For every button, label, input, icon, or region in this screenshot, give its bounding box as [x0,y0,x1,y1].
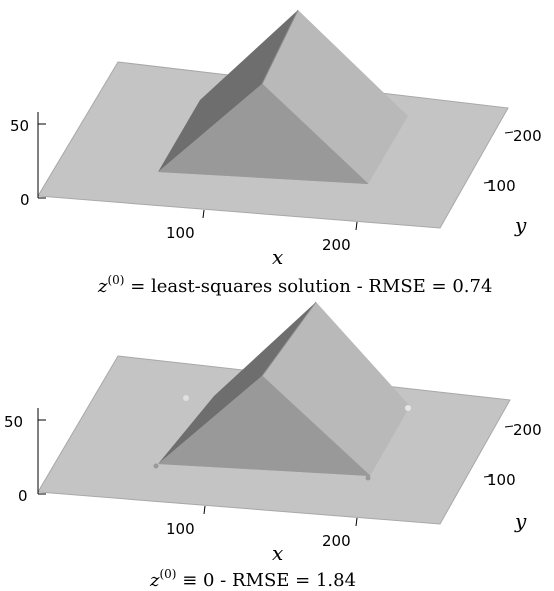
panel-bottom: 50 0 100 200 x 100 200 y z(0) ≡ 0 - RMSE… [4,301,542,591]
x-axis-label: x [272,245,283,269]
y-tick-label: 200 [513,127,542,145]
z-tick-label: 50 [10,117,29,135]
pyramid-face-right [262,10,408,184]
x-tick-label: 200 [322,236,351,254]
z-tick-label: 50 [4,413,23,431]
x-axis-label: x [272,541,283,565]
pyramid-face-back-left [158,10,298,172]
z-tick-label: 0 [20,191,30,209]
y-axis-label: y [514,509,527,533]
z-tick-label: 0 [18,487,28,505]
panel-caption: z(0) ≡ 0 - RMSE = 1.84 [149,567,356,591]
pyramid-face-front [158,84,368,184]
pyramid-face-back-left [158,302,316,464]
pyramid-face-front [158,376,370,476]
y-tick-label: 100 [487,177,516,195]
y-axis-label: y [514,213,527,237]
y-tick-label: 100 [487,471,516,489]
panel-caption: z(0) = least-squares solution - RMSE = 0… [97,273,492,297]
y-tick-label: 200 [513,421,542,439]
pyramid-face-right [262,302,410,476]
x-tick-label: 100 [166,520,195,538]
panel-top: 50 0 100 200 x 100 200 y z(0) = least-sq… [10,9,542,297]
x-tick-label: 200 [322,532,351,550]
x-tick-label: 100 [166,224,195,242]
